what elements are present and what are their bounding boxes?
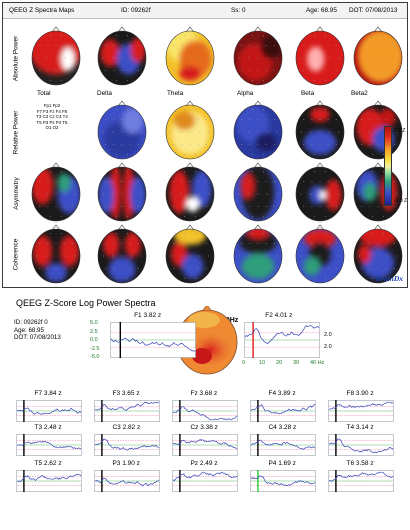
channel-label-f1: F1 3.82 z <box>134 312 162 319</box>
head-map-coherence-alpha <box>233 224 283 284</box>
head-map-coherence-theta <box>165 224 215 284</box>
row-label-coherence: Coherence <box>12 238 20 270</box>
spectrum-plot-t6 <box>328 470 394 492</box>
electrode-montage-legend: Fp1 Fp2 F7 F3 Fz F4 F8 T3 C3 Cz C4 T4 T5… <box>36 103 68 131</box>
log-power-spectra-panel: QEEG Z-Score Log Power Spectra 7.0Hz ID:… <box>2 292 408 528</box>
spectrum-plot-c3 <box>94 434 160 456</box>
channel-label-f2: F2 4.01 z <box>265 312 293 319</box>
band-label-alpha: Alpha <box>237 90 254 97</box>
spectrum-plot-f7 <box>16 400 82 422</box>
head-map-coherence-total <box>31 224 81 284</box>
colorbar-min-label: -3.0 Z <box>394 198 408 204</box>
f2-y-tick: 2.0 <box>324 332 332 338</box>
spectra-title: QEEG Z-Score Log Power Spectra <box>16 298 156 308</box>
channel-label-fz: Fz 3.68 z <box>190 390 218 397</box>
brand-logo: BrainDx <box>375 274 403 283</box>
head-map-absolute-power-total <box>31 26 81 86</box>
head-map-asymmetry-beta2 <box>353 162 403 222</box>
subject-id: ID: 09262f <box>121 7 151 14</box>
spectrum-plot-f3 <box>94 400 160 422</box>
f2-x-tick: 0 <box>242 360 246 366</box>
channel-label-c4: C4 3.28 z <box>268 424 297 431</box>
spectrum-plot-t4 <box>328 434 394 456</box>
f2-x-tick: 20 <box>276 360 283 366</box>
colorbar-max-label: 3.0 Z <box>394 128 406 134</box>
band-label-beta: Beta <box>301 90 315 97</box>
channel-label-f8: F8 3.90 z <box>346 390 374 397</box>
f1-y-tick: 5.0 <box>90 320 98 326</box>
z-score-colorbar <box>384 126 392 206</box>
channel-label-c3: C3 2.82 z <box>112 424 141 431</box>
f2-x-tick: 30 <box>293 360 300 366</box>
spectrum-plot-fz <box>172 400 238 422</box>
channel-label-t5: T5 2.62 z <box>34 460 62 467</box>
channel-label-t6: T6 3.58 z <box>346 460 374 467</box>
f2-x-tick: 10 <box>259 360 266 366</box>
channel-label-t3: T3 2.48 z <box>34 424 62 431</box>
channel-label-t4: T4 3.14 z <box>346 424 374 431</box>
head-map-asymmetry-delta <box>97 162 147 222</box>
head-map-absolute-power-alpha <box>233 26 283 86</box>
spectrum-plot-f2 <box>244 322 320 358</box>
subject-age: Age: 68.95 <box>306 7 337 14</box>
spectrum-plot-pz <box>172 470 238 492</box>
session-label: Ss: 0 <box>231 7 246 14</box>
head-map-asymmetry-beta <box>295 162 345 222</box>
channel-label-f3: F3 3.65 z <box>112 390 140 397</box>
f1-y-tick: -2.5 <box>90 345 100 352</box>
band-label-beta2: Beta2 <box>351 90 368 97</box>
spectrum-plot-t5 <box>16 470 82 492</box>
spectrum-plot-c4 <box>250 434 316 456</box>
f1-y-tick: -5.0 <box>90 354 100 361</box>
head-map-absolute-power-theta <box>165 26 215 86</box>
spectrum-plot-p3 <box>94 470 160 492</box>
row-label-asymmetry: Asymmetry <box>12 176 20 210</box>
channel-label-f4: F4 3.89 z <box>268 390 296 397</box>
channel-label-pz: Pz 2.49 z <box>190 460 218 467</box>
spectrum-plot-cz <box>172 434 238 456</box>
head-map-asymmetry-alpha <box>233 162 283 222</box>
channel-label-f7: F7 3.84 z <box>34 390 62 397</box>
channel-label-p3: P3 1.90 z <box>112 460 140 467</box>
topographic-maps-panel: QEEG Z Spectra Maps ID: 09262f Ss: 0 Age… <box>2 2 408 288</box>
peak-frequency-head-map <box>176 306 238 375</box>
row-label-absolute-power: Absolute Power <box>12 35 20 81</box>
maps-header: QEEG Z Spectra Maps ID: 09262f Ss: 0 Age… <box>3 3 407 19</box>
head-map-relative-power-alpha <box>233 100 283 160</box>
spectra-subject-info: ID: 09262f 0 Age: 68.95 DOT: 07/08/2013 <box>14 319 61 342</box>
date-of-test: DOT: 07/08/2013 <box>349 7 398 14</box>
band-label-theta: Theta <box>167 90 184 97</box>
head-map-relative-power-beta <box>295 100 345 160</box>
band-label-delta: Delta <box>97 90 112 97</box>
spectrum-plot-p4 <box>250 470 316 492</box>
spectrum-plot-f4 <box>250 400 316 422</box>
head-map-absolute-power-beta <box>295 26 345 86</box>
band-label-total: Total <box>37 90 51 97</box>
spectrum-plot-f8 <box>328 400 394 422</box>
spectrum-plot-f1 <box>110 322 196 358</box>
head-map-absolute-power-delta <box>97 26 147 86</box>
maps-title: QEEG Z Spectra Maps <box>9 7 75 14</box>
head-map-relative-power-delta <box>97 100 147 160</box>
f1-y-tick: 2.5 <box>90 328 98 335</box>
spectrum-plot-t3 <box>16 434 82 456</box>
head-map-asymmetry-theta <box>165 162 215 222</box>
head-map-relative-power-theta <box>165 100 215 160</box>
channel-label-p4: P4 1.69 z <box>268 460 296 467</box>
head-map-asymmetry-total <box>31 162 81 222</box>
head-map-absolute-power-beta2 <box>353 26 403 86</box>
head-map-coherence-beta <box>295 224 345 284</box>
channel-label-cz: Cz 3.38 z <box>190 424 218 431</box>
f2-x-tick: 40 Hz <box>310 360 325 366</box>
head-map-coherence-delta <box>97 224 147 284</box>
head-map-coherence-beta2 <box>353 224 403 284</box>
f1-y-tick: 0.0 <box>90 337 98 344</box>
f2-y-tick: 2.0 <box>324 344 332 350</box>
